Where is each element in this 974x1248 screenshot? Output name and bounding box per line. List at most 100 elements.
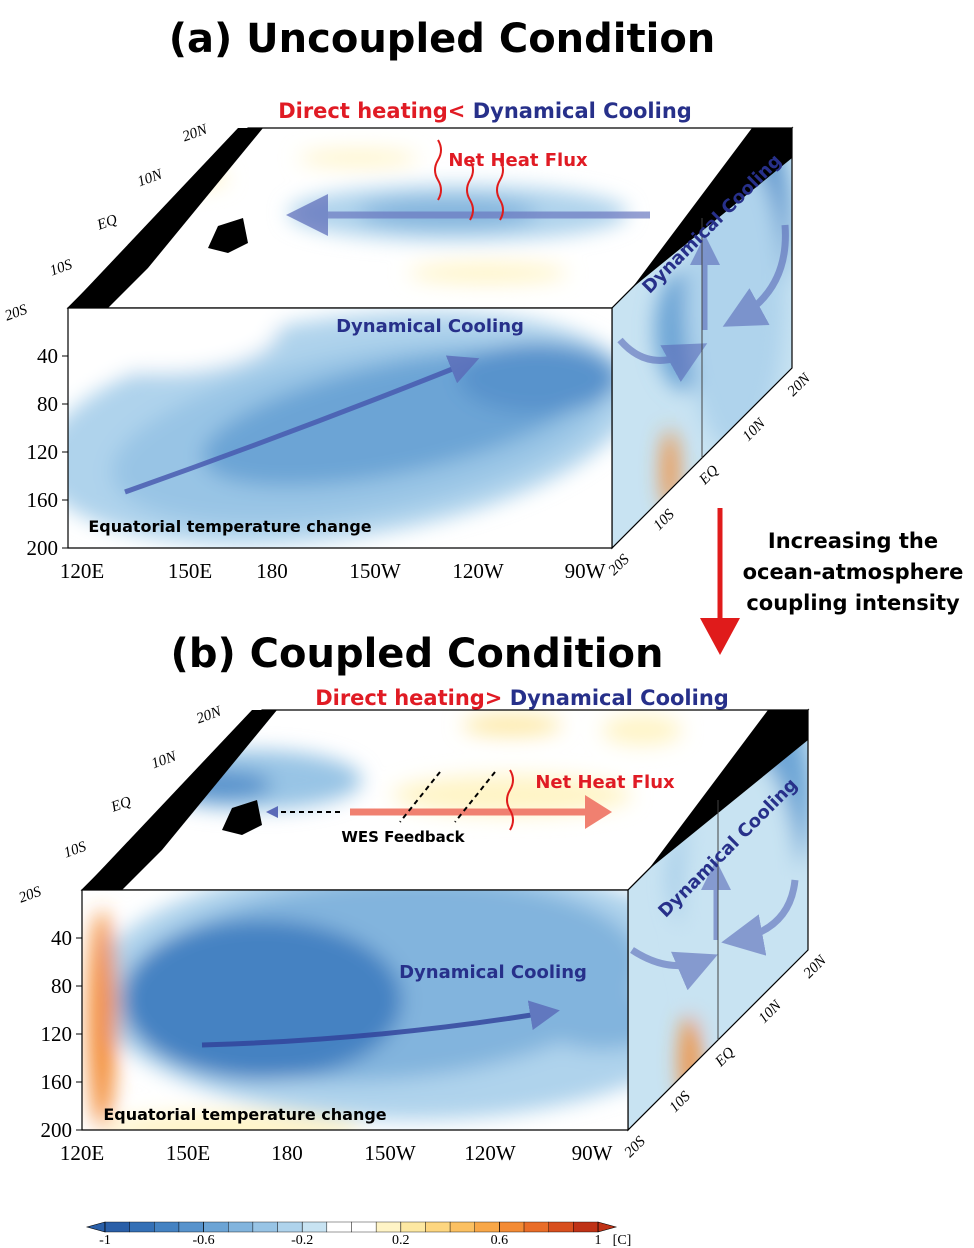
net-heat-flux: Net Heat Flux [535,772,675,793]
field-blob [408,263,568,283]
depth-tick-label: 40 [37,344,58,368]
colorbar-tick-label: 1 [595,1233,602,1248]
field-blob [122,920,402,1080]
field-blob [298,150,418,166]
colorbar-end [598,1222,616,1232]
depth-tick-label: 200 [27,536,59,560]
lat-tick-label: EQ [94,212,119,234]
panel-title: (b) Coupled Condition [171,631,664,677]
heading-cooling: Dynamical Cooling [465,99,691,123]
lat-tick-label: 10S [48,257,75,280]
heading-cooling: Dynamical Cooling [502,686,728,710]
colorbar-swatch [549,1222,574,1232]
colorbar-swatch [302,1222,327,1232]
lat-tick-label: 20N [785,370,815,400]
colorbar-unit: [C] [613,1233,632,1248]
field-blob [462,715,562,735]
depth-tick-label: 40 [51,926,72,950]
lon-tick-label: 150E [168,559,212,583]
depth-tick-label: 200 [41,1118,73,1142]
colorbar-swatch [105,1222,130,1232]
panel-heading: Direct heating< Dynamical Cooling [278,99,692,123]
field-blob [458,343,618,413]
colorbar-tick-label: -0.2 [291,1233,313,1248]
lat-tick-label: EQ [712,1044,738,1070]
colorbar-swatch [228,1222,253,1232]
coupling-label: coupling intensity [746,591,960,615]
depth-tick-label: 120 [41,1022,73,1046]
colorbar-swatch [524,1222,549,1232]
coupling-label: Increasing the [768,529,938,553]
colorbar-swatch [179,1222,204,1232]
heading-heating: Direct heating< [278,99,465,123]
lat-tick-label: 10S [62,839,89,862]
lat-tick-label: 20N [801,952,831,982]
lon-tick-label: 120W [452,559,504,583]
colorbar-swatch [130,1222,155,1232]
front-label: Dynamical Cooling [336,316,524,337]
field-blob [88,910,116,1130]
section-label: Equatorial temperature change [88,517,371,536]
field-blob [662,430,678,510]
lon-tick-label: 90W [572,1141,613,1165]
depth-tick-label: 80 [37,392,58,416]
colorbar-tick-label: -1 [99,1233,111,1248]
lon-tick-label: 150W [364,1141,416,1165]
lat-tick-label: 10N [756,997,786,1027]
depth-tick-label: 160 [27,488,59,512]
section-label: Equatorial temperature change [103,1105,386,1124]
lon-tick-label: 150W [349,559,401,583]
lat-tick-label: 10N [135,166,165,190]
coupling-arrow-head [700,618,740,655]
lon-tick-label: 180 [271,1141,303,1165]
colorbar-tick-label: 0.2 [392,1233,410,1248]
lon-tick-label: 180 [256,559,288,583]
lat-tick-label: 10S [667,1088,695,1116]
lat-tick-label: 20S [3,302,30,325]
colorbar-swatch [154,1222,179,1232]
lat-tick-label: 10S [651,506,679,534]
lon-tick-label: 150E [166,1141,210,1165]
colorbar-swatch [425,1222,450,1232]
colorbar-swatch [573,1222,598,1232]
heading-heating: Direct heating> [315,686,502,710]
net-heat-flux: Net Heat Flux [448,150,588,171]
colorbar-end [87,1222,105,1232]
lon-tick-label: 90W [565,559,606,583]
coupling-label: ocean-atmosphere [743,560,964,584]
lat-tick-label: EQ [108,794,133,816]
depth-tick-label: 120 [27,440,59,464]
depth-tick-label: 80 [51,974,72,998]
colorbar-swatch [253,1222,278,1232]
lat-tick-label: 20S [622,1133,650,1161]
colorbar-swatch [278,1222,303,1232]
lat-tick-label: 10N [149,748,179,772]
panel-heading: Direct heating> Dynamical Cooling [315,686,729,710]
depth-tick-label: 160 [41,1070,73,1094]
lat-tick-label: 10N [740,415,770,445]
field-blob [602,715,682,745]
colorbar-swatch [475,1222,500,1232]
lon-tick-label: 120W [464,1141,516,1165]
colorbar-swatch [450,1222,475,1232]
colorbar-tick-label: -0.6 [193,1233,215,1248]
colorbar-tick-label: 0.6 [491,1233,509,1248]
colorbar-swatch [401,1222,426,1232]
lon-tick-label: 120E [60,559,104,583]
lat-tick-label: 20S [606,551,634,579]
panel-title: (a) Uncoupled Condition [169,16,716,62]
feedback-label: WES Feedback [341,828,465,846]
figure: (a) Uncoupled Condition Direct heating< D… [0,0,974,1248]
colorbar-swatch [499,1222,524,1232]
colorbar-swatch [352,1222,377,1232]
lon-tick-label: 120E [60,1141,104,1165]
front-label: Dynamical Cooling [399,962,587,983]
page: (a) Uncoupled Condition Direct heating< D… [0,0,974,1248]
colorbar-swatch [204,1222,229,1232]
lat-tick-label: 20S [17,884,44,907]
colorbar-swatch [327,1222,352,1232]
colorbar-swatch [376,1222,401,1232]
lat-tick-label: 20N [194,703,224,727]
lat-tick-label: EQ [696,462,722,488]
lat-tick-label: 20N [180,121,210,145]
